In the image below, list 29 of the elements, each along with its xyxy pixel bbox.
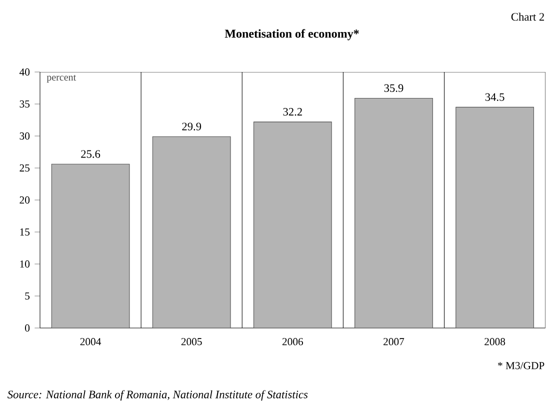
y-tick-label: 40 (20, 68, 30, 76)
y-tick-label: 30 (20, 132, 30, 140)
bar (253, 122, 332, 328)
x-tick-label: 2006 (282, 338, 304, 346)
y-axis-title: percent (46, 74, 76, 83)
y-tick-label: 35 (20, 100, 30, 108)
chart-title: Monetisation of economy* (224, 29, 359, 40)
x-tick-label: 2004 (80, 338, 102, 346)
data-label: 25.6 (81, 150, 100, 158)
data-label: 35.9 (384, 84, 404, 92)
x-tick-label: 2005 (181, 338, 202, 346)
bar (456, 106, 534, 328)
source-note: Source: National Bank of Romania, National Institute of Statistics (8, 390, 308, 401)
text: * M3/GDP (498, 362, 544, 370)
bar (51, 164, 130, 328)
bar (152, 136, 231, 328)
data-label: 32.2 (283, 108, 302, 116)
y-tick-label: 20 (20, 196, 30, 204)
data-label: 29.9 (182, 122, 202, 130)
y-tick-label: 25 (20, 164, 30, 172)
x-tick-label: 2008 (484, 338, 506, 346)
y-tick-label: 5 (25, 292, 30, 300)
y-tick-label: 15 (20, 228, 30, 236)
x-tick-label: 2007 (384, 338, 404, 346)
bar (354, 98, 433, 328)
data-label: 34.5 (485, 93, 504, 101)
y-tick-label: 10 (20, 260, 30, 268)
y-tick-label: 0 (25, 324, 30, 332)
caption: Chart 2 (511, 12, 544, 21)
